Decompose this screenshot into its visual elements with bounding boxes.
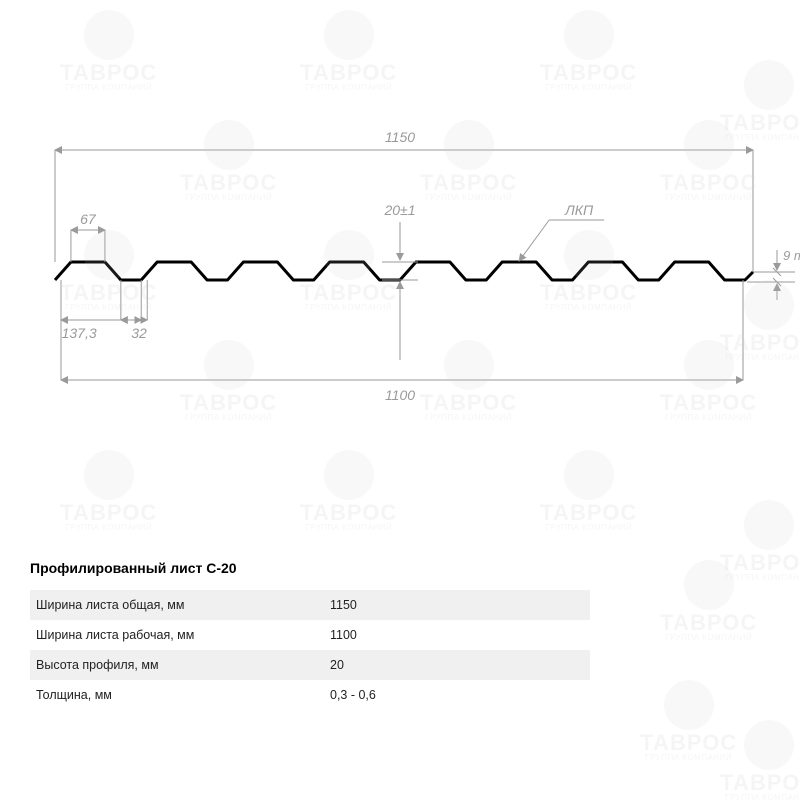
profile-diagram: 1150 1100 137,3 67 32 20±1 ЛКП 9 min xyxy=(0,0,800,520)
spec-row: Ширина листа общая, мм1150 xyxy=(30,590,590,620)
svg-text:1100: 1100 xyxy=(385,387,415,403)
spec-label: Ширина листа общая, мм xyxy=(30,598,330,612)
spec-row: Ширина листа рабочая, мм1100 xyxy=(30,620,590,650)
svg-text:137,3: 137,3 xyxy=(62,325,97,341)
spec-row: Высота профиля, мм20 xyxy=(30,650,590,680)
svg-text:67: 67 xyxy=(80,211,97,227)
svg-text:20±1: 20±1 xyxy=(383,202,415,218)
spec-label: Высота профиля, мм xyxy=(30,658,330,672)
spec-value: 0,3 - 0,6 xyxy=(330,688,450,702)
spec-value: 1100 xyxy=(330,628,450,642)
spec-table: Профилированный лист С-20 Ширина листа о… xyxy=(30,560,590,710)
spec-value: 1150 xyxy=(330,598,450,612)
spec-label: Толщина, мм xyxy=(30,688,330,702)
diagram-svg: 1150 1100 137,3 67 32 20±1 ЛКП 9 min xyxy=(0,0,800,520)
svg-text:1150: 1150 xyxy=(385,129,415,145)
svg-text:32: 32 xyxy=(131,325,147,341)
svg-text:ЛКП: ЛКП xyxy=(564,202,594,218)
watermark: ТАВРОСГРУППА КОМПАНИЙ xyxy=(720,720,800,802)
watermark: ТАВРОСГРУППА КОМПАНИЙ xyxy=(640,680,737,762)
spec-value: 20 xyxy=(330,658,450,672)
svg-text:9 min: 9 min xyxy=(783,248,800,263)
table-title: Профилированный лист С-20 xyxy=(30,560,590,576)
spec-label: Ширина листа рабочая, мм xyxy=(30,628,330,642)
spec-row: Толщина, мм0,3 - 0,6 xyxy=(30,680,590,710)
watermark: ТАВРОСГРУППА КОМПАНИЙ xyxy=(660,560,757,642)
